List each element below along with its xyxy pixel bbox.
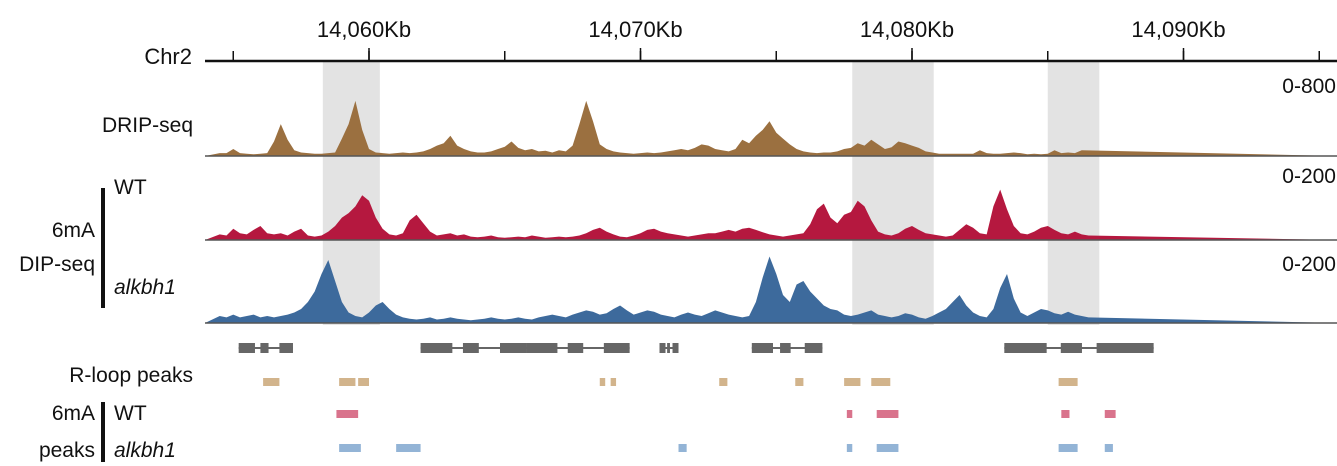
gene-exon-block (672, 343, 679, 353)
gene-exon-block (420, 343, 453, 353)
gene-exon-block (1119, 343, 1128, 353)
wt-6ma-peaks-track (336, 410, 1116, 418)
ruler-major-ticks: 14,060Kb 14,070Kb 14,080Kb 14,090Kb (317, 17, 1226, 61)
r-loop-peak (599, 378, 606, 386)
r-loop-peak (795, 378, 804, 386)
gene-exon-block (1096, 343, 1114, 353)
gene-exon-block (1139, 343, 1154, 353)
gene-exon-block (603, 343, 630, 353)
gene-exon-block (751, 343, 773, 353)
ruler-tick-label: 14,070Kb (588, 17, 682, 42)
r-loop-peak (1058, 378, 1078, 386)
r-loop-peak (871, 378, 891, 386)
6ma-peaks-label: 6mA (52, 402, 95, 425)
wt-6ma-peak (336, 410, 359, 418)
alkbh1-dip-seq-track (205, 256, 1337, 324)
gene-exon-block (1004, 343, 1047, 353)
gene-annotation-track (238, 343, 1154, 353)
alkbh1-coverage (205, 256, 1337, 323)
alkbh1-6ma-peak (846, 444, 853, 452)
alkbh1-track-label: alkbh1 (114, 276, 176, 299)
alkbh1-range-label: 0-200 (1282, 253, 1336, 276)
alkbh1-6ma-peaks-track (339, 444, 1113, 452)
gene-exon-block (667, 343, 670, 353)
ruler-tick-label: 14,090Kb (1131, 17, 1225, 42)
wt-6ma-peak (1061, 410, 1070, 418)
6ma-dip-seq-group-label-line2: DIP-seq (19, 253, 95, 276)
chromosome-label: Chr2 (144, 44, 192, 69)
r-loop-peaks-label: R-loop peaks (69, 364, 193, 387)
wt-6ma-peak (1104, 410, 1116, 418)
gene-exon-block (780, 343, 791, 353)
wt-6ma-peak (846, 410, 853, 418)
gene-exon-block (462, 343, 479, 353)
alkbh1-6ma-peak (678, 444, 687, 452)
ruler-minor-ticks (232, 51, 1320, 61)
wt-6ma-peak (876, 410, 899, 418)
6ma-dip-seq-group-label: 6mA (52, 219, 95, 242)
r-loop-peak (719, 378, 728, 386)
alkbh1-6ma-peak (339, 444, 361, 452)
wt-range-label: 0-200 (1282, 165, 1336, 188)
wt-dip-seq-track (205, 189, 1337, 241)
gene-exon-block (526, 343, 558, 353)
ruler-tick-label: 14,060Kb (317, 17, 411, 42)
gene-exon-block (567, 343, 584, 353)
gene-exon-block (804, 343, 823, 353)
r-loop-peak (263, 378, 280, 386)
alkbh1-peaks-label: alkbh1 (114, 439, 176, 462)
alkbh1-6ma-peak (396, 444, 421, 452)
drip-seq-coverage (205, 100, 1337, 156)
gene-exon-block (499, 343, 527, 353)
gene-exon-block (279, 343, 293, 353)
wt-track-label: WT (114, 176, 147, 199)
r-loop-peak (339, 378, 356, 386)
6ma-peaks-label-line2: peaks (39, 439, 95, 462)
r-loop-peaks-track (263, 378, 1078, 386)
drip-seq-track (205, 100, 1337, 157)
r-loop-peak (358, 378, 369, 386)
alkbh1-6ma-peak (1104, 444, 1113, 452)
alkbh1-6ma-peak (1058, 444, 1078, 452)
r-loop-peak (844, 378, 861, 386)
alkbh1-6ma-peak (876, 444, 899, 452)
gene-exon-block (238, 343, 255, 353)
highlight-region-2 (852, 61, 934, 325)
highlight-regions (322, 61, 1100, 325)
gene-exon-block (1060, 343, 1082, 353)
highlight-region-3 (1047, 61, 1100, 325)
wt-peaks-label: WT (114, 402, 147, 425)
gene-exon-block (659, 343, 666, 353)
drip-seq-range-label: 0-800 (1282, 75, 1336, 98)
ruler-tick-label: 14,080Kb (860, 17, 954, 42)
drip-seq-track-label: DRIP-seq (102, 114, 193, 137)
coordinate-ruler: Chr2 14,060Kb 14,070Kb 14,080Kb 14,090Kb (144, 17, 1337, 69)
gene-exon-block (260, 343, 269, 353)
r-loop-peak (610, 378, 617, 386)
